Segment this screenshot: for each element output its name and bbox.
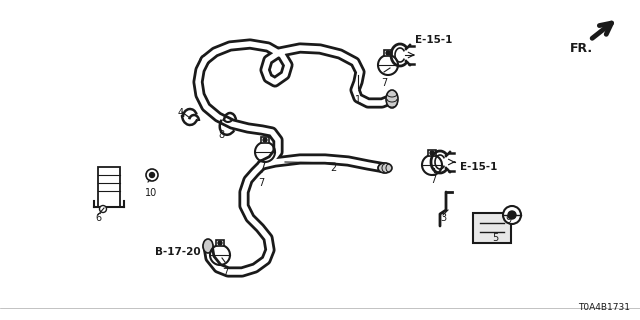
Text: 10: 10 xyxy=(145,188,157,198)
Text: FR.: FR. xyxy=(570,42,593,55)
Text: B-17-20: B-17-20 xyxy=(155,247,200,257)
Circle shape xyxy=(386,51,390,55)
Text: 6: 6 xyxy=(95,213,101,223)
Circle shape xyxy=(99,205,106,212)
Circle shape xyxy=(218,241,222,245)
Text: 9: 9 xyxy=(505,215,511,225)
Ellipse shape xyxy=(386,90,398,108)
Circle shape xyxy=(263,138,267,142)
Ellipse shape xyxy=(203,239,213,253)
Text: 7: 7 xyxy=(222,268,228,278)
Text: 7: 7 xyxy=(430,175,436,185)
Circle shape xyxy=(146,169,158,181)
Circle shape xyxy=(503,206,521,224)
Text: 8: 8 xyxy=(218,130,224,140)
Text: 5: 5 xyxy=(492,233,499,243)
Bar xyxy=(261,137,269,143)
Text: 3: 3 xyxy=(440,213,446,223)
Text: 2: 2 xyxy=(330,163,336,173)
Bar xyxy=(216,240,224,246)
Text: T0A4B1731: T0A4B1731 xyxy=(578,303,630,312)
Text: 1: 1 xyxy=(355,95,361,105)
Text: 7: 7 xyxy=(381,78,387,88)
Circle shape xyxy=(150,172,154,178)
Text: 7: 7 xyxy=(258,178,264,188)
Circle shape xyxy=(508,211,516,219)
Ellipse shape xyxy=(378,163,392,173)
Text: E-15-1: E-15-1 xyxy=(460,162,497,172)
Bar xyxy=(384,50,392,56)
Text: E-15-1: E-15-1 xyxy=(415,35,452,45)
Bar xyxy=(428,150,436,156)
Bar xyxy=(98,167,120,207)
Text: 4: 4 xyxy=(178,108,184,118)
Circle shape xyxy=(430,151,434,155)
FancyBboxPatch shape xyxy=(473,213,511,243)
